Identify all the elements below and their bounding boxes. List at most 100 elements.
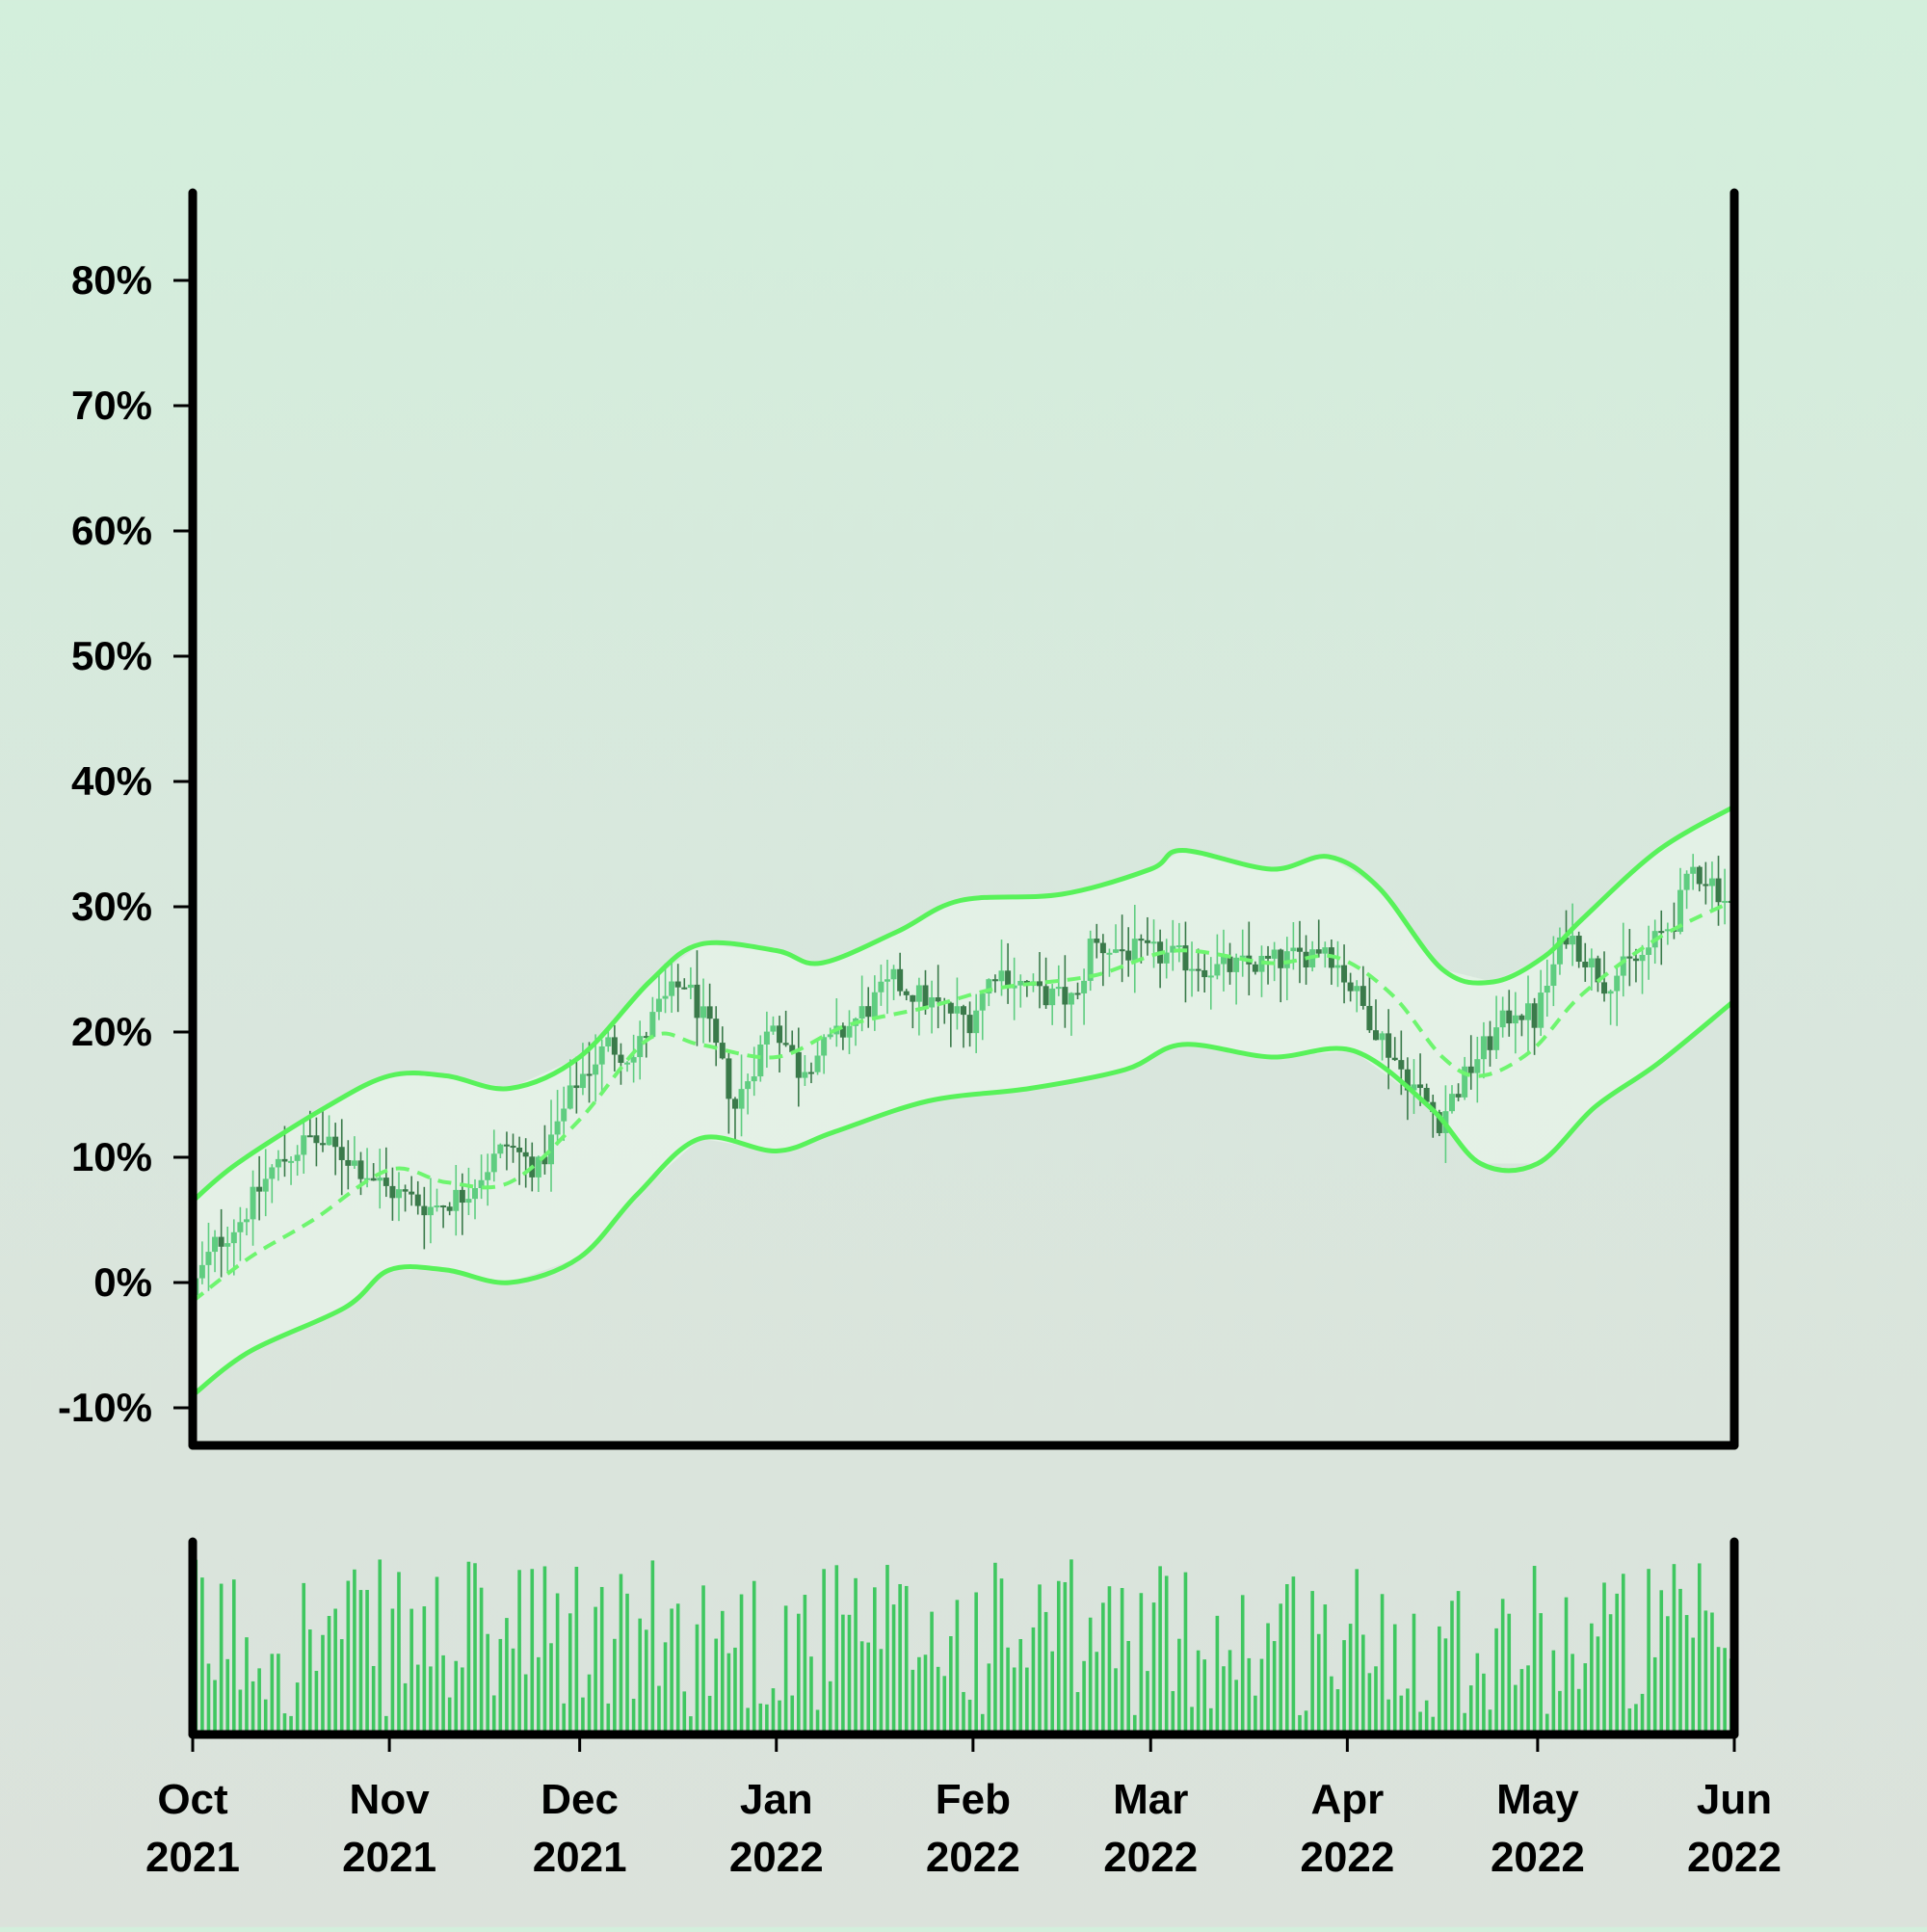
volume-bar (1101, 1602, 1105, 1734)
candle (218, 1208, 224, 1278)
candle (637, 1020, 644, 1080)
volume-bar (390, 1608, 395, 1734)
volume-bar (339, 1639, 344, 1734)
candle (1239, 929, 1246, 977)
candle (301, 1118, 307, 1175)
volume-bar (999, 1578, 1004, 1734)
volume-bar (619, 1574, 623, 1734)
volume-bar (1355, 1569, 1359, 1734)
volume-bar (701, 1585, 705, 1734)
candle (1512, 992, 1518, 1054)
volume-bar (936, 1666, 940, 1734)
y-tick-label: 60% (71, 508, 152, 553)
x-tick-year-label: 2022 (1103, 1834, 1198, 1881)
volume-bar (1114, 1668, 1118, 1734)
candle (681, 978, 688, 990)
volume-bar (289, 1715, 293, 1734)
candle (611, 1024, 618, 1072)
candle (1372, 999, 1379, 1041)
volume-bar (225, 1658, 230, 1734)
volume-bar (707, 1695, 712, 1734)
y-axis-ticks: -10% 0% 10% 20% 30% 40% 50% 60% 70% 80% (58, 257, 189, 1430)
volume-bar (847, 1614, 852, 1734)
volume-bar (308, 1629, 312, 1734)
volume-bar (517, 1570, 521, 1734)
x-tick-month-label: Mar (1113, 1776, 1188, 1823)
volume-bar (1627, 1707, 1632, 1734)
volume-bar (461, 1667, 464, 1734)
candle (624, 1061, 631, 1072)
candle (288, 1156, 295, 1185)
x-tick-year-label: 2021 (533, 1834, 627, 1881)
candle (1493, 995, 1500, 1059)
volume-bar (962, 1691, 965, 1734)
candle (332, 1123, 339, 1176)
volume-bar (1038, 1584, 1042, 1734)
volume-bar (1558, 1690, 1562, 1734)
volume-bar (1392, 1624, 1397, 1734)
volume-bar (670, 1608, 673, 1734)
candle (1525, 975, 1532, 1053)
candle (1474, 1036, 1481, 1103)
candle (915, 977, 922, 1036)
volume-bar (555, 1593, 560, 1734)
x-tick-month-label: Feb (936, 1776, 1011, 1823)
volume-bar (1190, 1707, 1194, 1734)
volume-bar (231, 1579, 236, 1734)
volume-bar (1279, 1603, 1283, 1734)
candle (1696, 865, 1703, 892)
candle (694, 950, 700, 1046)
y-tick-label: 40% (71, 758, 152, 804)
volume-bar (505, 1618, 509, 1734)
volume-bar (1450, 1601, 1454, 1734)
volume-bar (631, 1698, 636, 1734)
volume-bar (1082, 1660, 1086, 1734)
volume-bar (1304, 1710, 1308, 1734)
volume-bar (1438, 1626, 1441, 1734)
candle (326, 1115, 332, 1146)
volume-bar (1710, 1612, 1714, 1734)
volume-bar (1488, 1709, 1492, 1734)
candle (541, 1125, 548, 1175)
volume-bar (1482, 1673, 1486, 1734)
volume-bar (638, 1618, 642, 1734)
volume-bar (1583, 1663, 1588, 1734)
candle (1131, 904, 1138, 993)
candle (1283, 937, 1290, 1001)
volume-bar (1107, 1586, 1112, 1734)
volume-bar (942, 1676, 947, 1734)
volume-bar (245, 1637, 249, 1734)
x-tick-month-label: Jun (1697, 1776, 1772, 1823)
volume-bar (1215, 1615, 1220, 1734)
volume-bar (1031, 1627, 1036, 1734)
candle (269, 1164, 276, 1204)
candle (649, 996, 656, 1039)
candle (807, 1062, 814, 1084)
x-tick-month-label: Dec (541, 1776, 619, 1823)
volume-bar (1608, 1614, 1613, 1734)
candle (954, 977, 961, 1030)
candle (1531, 997, 1538, 1055)
candle (897, 952, 904, 996)
volume-bar (1050, 1651, 1054, 1734)
volume-bar (771, 1688, 776, 1734)
volume-bar (1507, 1613, 1512, 1734)
volume-bar (1666, 1616, 1670, 1734)
candle (1182, 921, 1189, 1003)
volume-bar (333, 1608, 337, 1734)
volume-bar (1475, 1653, 1480, 1734)
volume-bar (1678, 1588, 1682, 1734)
volume-bar (625, 1593, 629, 1734)
candle (1119, 914, 1125, 983)
volume-bar (733, 1647, 737, 1734)
candle (421, 1186, 428, 1250)
candle (1106, 948, 1113, 977)
candle (535, 1155, 541, 1193)
volume-bar (574, 1566, 579, 1734)
x-tick-year-label: 2022 (729, 1834, 824, 1881)
volume-bar (1088, 1617, 1093, 1734)
candle (1467, 1035, 1474, 1090)
candle (598, 1039, 605, 1094)
candle (554, 1090, 561, 1146)
